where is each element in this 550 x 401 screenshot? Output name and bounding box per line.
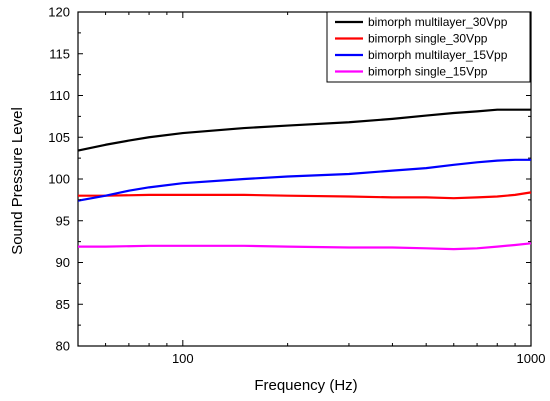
legend-label-3: bimorph multilayer_15Vpp: [368, 48, 508, 62]
legend-label-2: bimorph single_30Vpp: [368, 32, 488, 46]
y-tick-label: 120: [48, 5, 70, 20]
y-tick-label: 80: [56, 339, 70, 354]
y-tick-label: 110: [49, 88, 70, 103]
legend-label-4: bimorph single_15Vpp: [368, 65, 488, 79]
series-line-4: [78, 242, 532, 251]
series-lines: [77, 108, 532, 251]
y-tick-label: 90: [56, 255, 70, 270]
y-tick-label: 115: [49, 46, 70, 61]
y-axis-title: Sound Pressure Level: [9, 107, 26, 255]
series-line-3: [77, 158, 531, 202]
y-tick-label: 85: [56, 297, 70, 312]
series-line-1: [77, 108, 531, 152]
y-tick-label: 105: [48, 130, 70, 145]
x-tick-label: 1000: [517, 351, 546, 366]
y-tick-label: 100: [48, 172, 70, 187]
legend-box: [326, 11, 531, 83]
x-axis-title: Frequency (Hz): [254, 377, 357, 394]
x-tick-label: 100: [172, 351, 194, 366]
axis-ticks: 80 85 90 95 100 105 110 115 120 100 1000: [48, 5, 545, 367]
y-tick-label: 95: [56, 213, 70, 228]
legend-label-1: bimorph multilayer_30Vpp: [368, 15, 508, 29]
series-line-2: [78, 191, 532, 200]
